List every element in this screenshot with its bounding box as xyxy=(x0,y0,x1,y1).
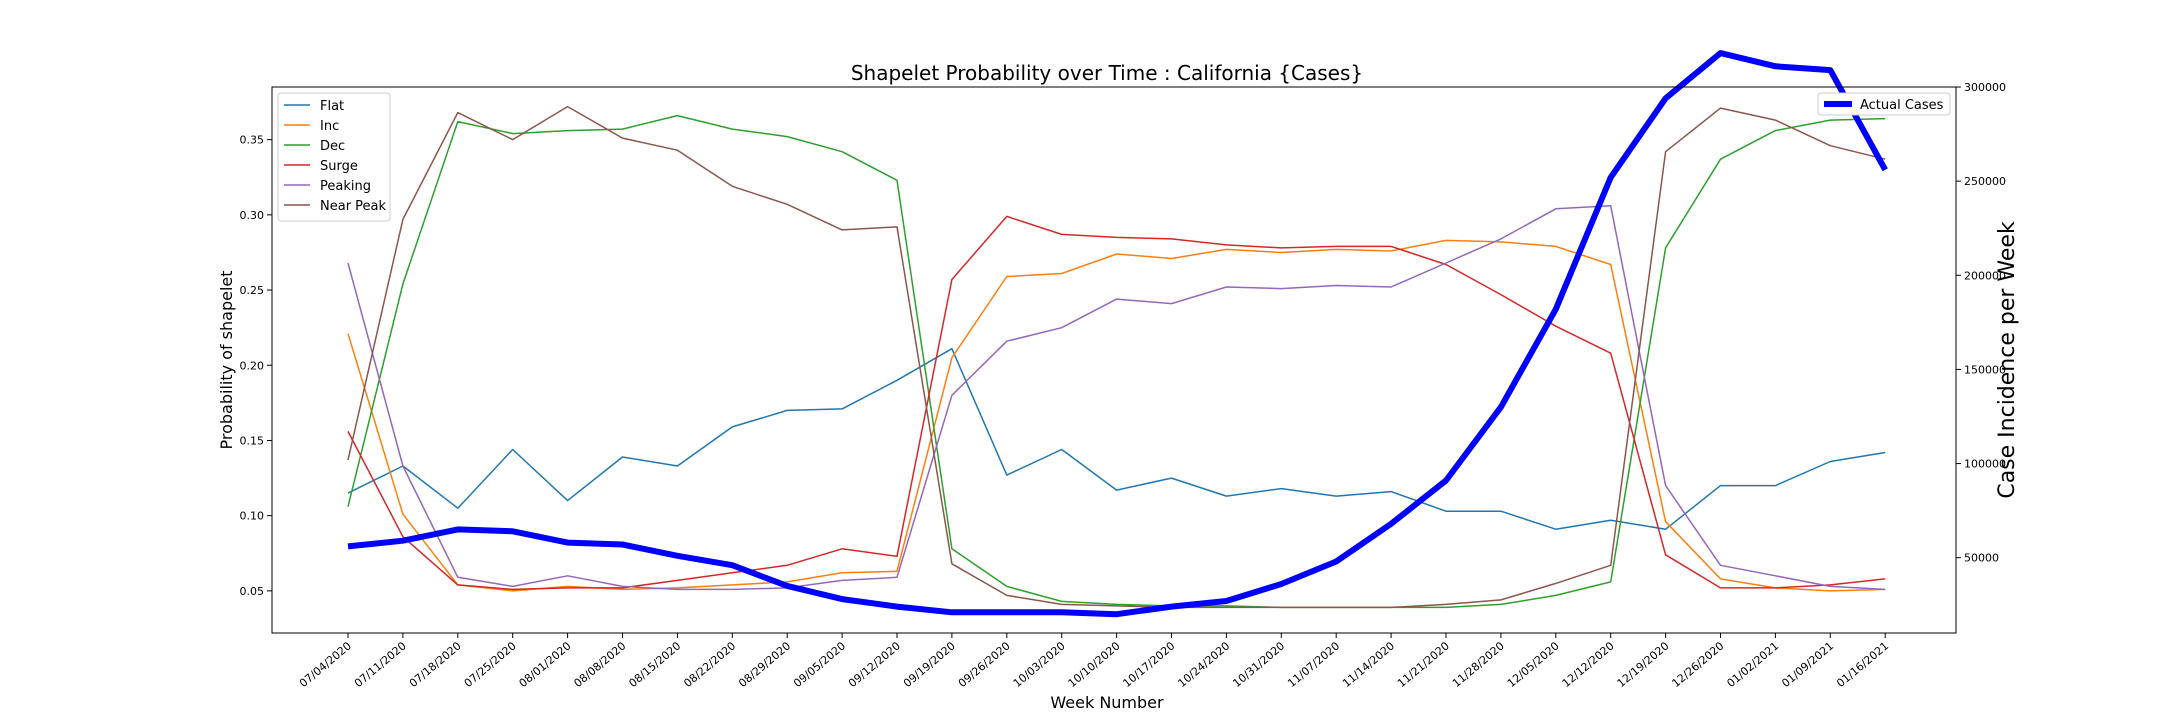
x-tick-label: 07/11/2020 xyxy=(352,639,409,690)
x-tick-label: 01/16/2021 xyxy=(1834,639,1891,690)
x-tick-label: 08/22/2020 xyxy=(681,639,738,690)
legend-right: Actual Cases xyxy=(1817,92,1951,116)
x-tick-label: 10/03/2020 xyxy=(1011,639,1068,690)
x-tick-label: 08/08/2020 xyxy=(572,639,629,690)
y-tick-label: 0.15 xyxy=(240,434,265,447)
y2-tick-label: 100000 xyxy=(1964,458,2006,471)
legend-left: Flat Inc Dec Surge Peaking Near Peak xyxy=(277,92,391,222)
chart-title: Shapelet Probability over Time : Califor… xyxy=(851,61,1363,85)
x-tick-label: 10/10/2020 xyxy=(1066,639,1123,690)
x-tick-label: 12/12/2020 xyxy=(1560,639,1617,690)
y2-tick-label: 50000 xyxy=(1964,552,1999,565)
x-tick-label: 09/19/2020 xyxy=(901,639,958,690)
x-tick-label: 11/07/2020 xyxy=(1285,639,1342,690)
x-tick-label: 09/05/2020 xyxy=(791,639,848,690)
x-tick-label: 09/12/2020 xyxy=(846,639,903,690)
legend-label: Near Peak xyxy=(320,199,387,214)
x-tick-label: 12/05/2020 xyxy=(1505,639,1562,690)
series-line-dec xyxy=(347,114,1886,609)
series-line-inc xyxy=(347,239,1886,592)
x-axis-label: Week Number xyxy=(1050,693,1164,712)
legend-label: Flat xyxy=(320,99,344,114)
x-tick-label: 11/28/2020 xyxy=(1450,639,1507,690)
y-tick-label: 0.05 xyxy=(240,585,265,598)
y-axis-label: Probability of shapelet xyxy=(217,270,236,449)
x-tick-label: 12/26/2020 xyxy=(1670,639,1727,690)
legend-label: Surge xyxy=(320,159,358,174)
series-line-peaking xyxy=(347,205,1886,591)
series-line-surge xyxy=(347,215,1886,591)
x-tick-label: 01/02/2021 xyxy=(1724,639,1781,690)
series-layer xyxy=(347,50,1888,618)
x-tick-label: 08/01/2020 xyxy=(517,639,574,690)
x-tick-label: 11/21/2020 xyxy=(1395,639,1452,690)
y-tick-label: 0.35 xyxy=(240,134,265,147)
legend-box xyxy=(1817,92,1951,116)
y2-tick-label: 150000 xyxy=(1964,363,2006,376)
x-tick-label: 07/25/2020 xyxy=(462,639,519,690)
x-tick-label: 07/18/2020 xyxy=(407,639,464,690)
y2-tick-label: 250000 xyxy=(1964,175,2006,188)
plot-frame xyxy=(271,86,1957,634)
y2-tick-label: 200000 xyxy=(1964,269,2006,282)
x-tick-label: 01/09/2021 xyxy=(1779,639,1836,690)
x-tick-label: 08/15/2020 xyxy=(626,639,683,690)
y2-axis-label: Case Incidence per Week xyxy=(1995,221,2020,499)
x-tick-label: 10/24/2020 xyxy=(1175,639,1232,690)
series-line-flat xyxy=(347,347,1886,530)
x-tick-label: 12/19/2020 xyxy=(1615,639,1672,690)
legend-label: Actual Cases xyxy=(1860,98,1944,113)
series-line-actual-cases xyxy=(347,50,1888,618)
legend-label: Peaking xyxy=(320,179,371,194)
y-tick-label: 0.30 xyxy=(240,209,265,222)
x-tick-label: 10/31/2020 xyxy=(1230,639,1287,690)
x-tick-label: 11/14/2020 xyxy=(1340,639,1397,690)
axes: 0.05 0.10 0.15 0.20 0.25 0.30 0.35 50000 100000 1… xyxy=(240,81,2007,690)
legend-label: Inc xyxy=(320,119,339,134)
x-tick-label: 09/26/2020 xyxy=(956,639,1013,690)
series-line-near-peak xyxy=(347,105,1886,609)
y-tick-label: 0.25 xyxy=(240,284,265,297)
legend-label: Dec xyxy=(320,139,345,154)
y-tick-label: 0.10 xyxy=(240,510,265,523)
x-tick-label: 07/04/2020 xyxy=(297,639,354,690)
y-tick-label: 0.20 xyxy=(240,359,265,372)
x-tick-label: 08/29/2020 xyxy=(736,639,793,690)
y2-tick-label: 300000 xyxy=(1964,81,2006,94)
x-tick-label: 10/17/2020 xyxy=(1121,639,1178,690)
